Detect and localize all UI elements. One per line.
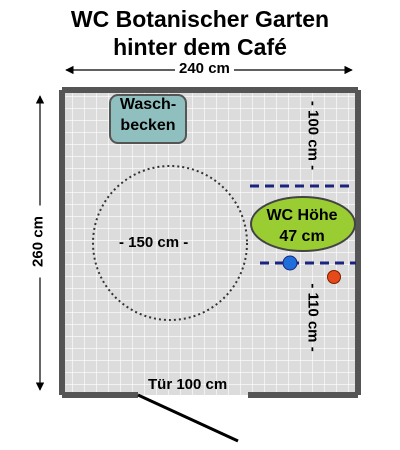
height-label: 260 cm bbox=[29, 205, 47, 278]
sink-label-line2: becken bbox=[120, 117, 176, 134]
toilet bbox=[250, 196, 356, 252]
title-line-1: WC Botanischer Garten bbox=[70, 6, 330, 32]
turning-circle-label: - 150 cm - bbox=[119, 234, 189, 251]
width-label: 240 cm bbox=[175, 60, 234, 77]
sink-label: Wasch- becken bbox=[110, 94, 186, 136]
blue-marker bbox=[282, 255, 298, 271]
sink bbox=[109, 94, 187, 144]
upper-right-dimension: - 100 cm - bbox=[304, 100, 322, 171]
toilet-label-line1: WC Höhe bbox=[266, 207, 338, 224]
toilet-label: WC Höhe 47 cm bbox=[254, 205, 350, 247]
toilet-label-line2: 47 cm bbox=[279, 228, 325, 245]
door-leaf bbox=[137, 393, 239, 443]
room-walls bbox=[59, 87, 361, 398]
red-marker bbox=[327, 270, 341, 284]
turning-circle bbox=[92, 165, 248, 321]
title-line-2: hinter dem Café bbox=[113, 34, 287, 60]
sink-label-line1: Wasch- bbox=[119, 96, 177, 113]
lower-right-dimension: - 110 cm - bbox=[304, 283, 322, 352]
door-label: Tür 100 cm bbox=[148, 376, 228, 393]
